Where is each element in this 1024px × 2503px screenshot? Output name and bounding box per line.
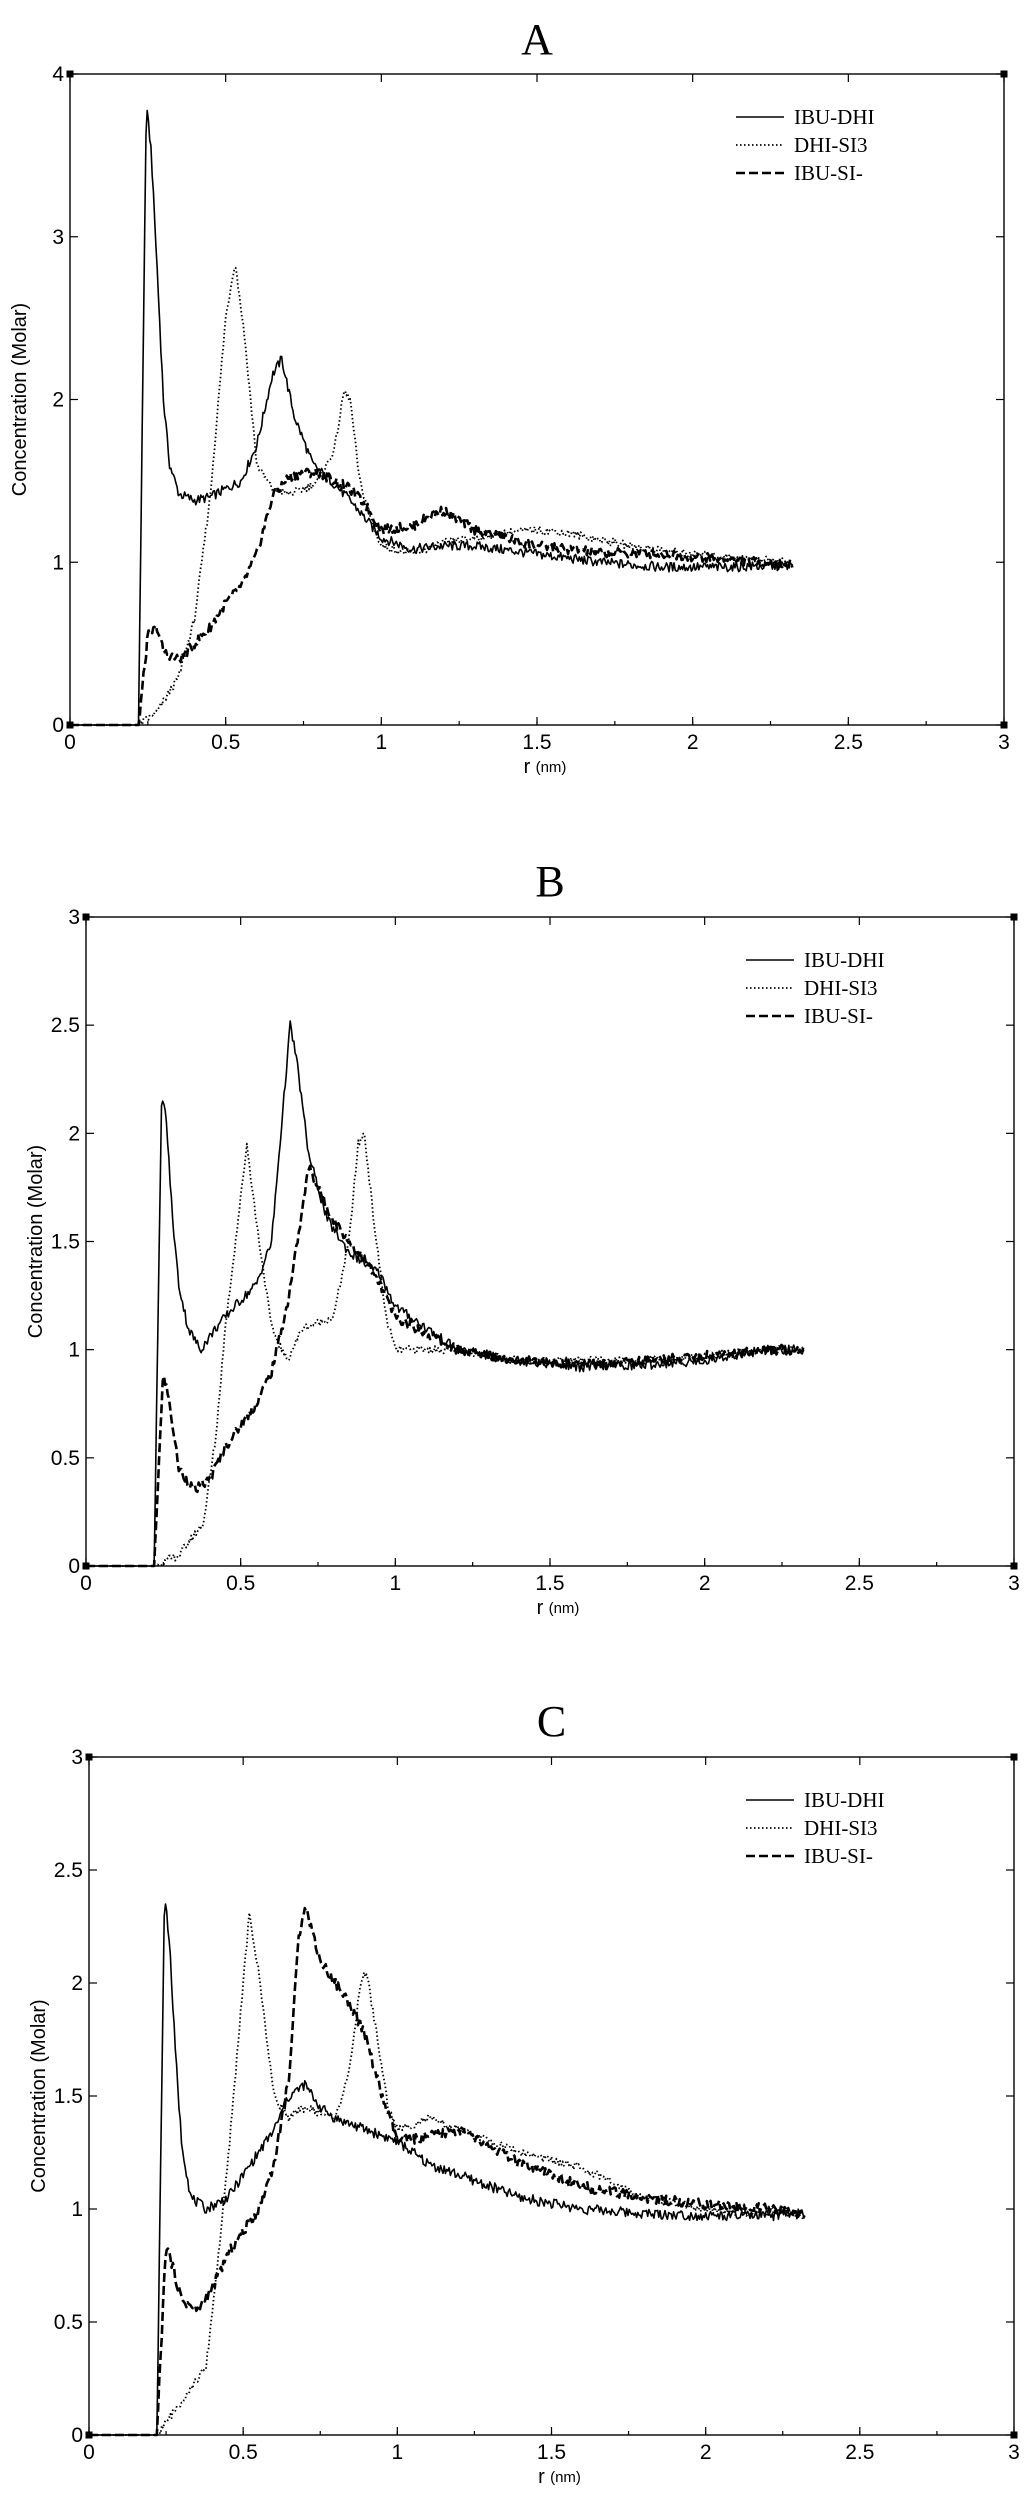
series-line-dhi-si3 bbox=[89, 1912, 806, 2436]
x-tick-label: 2.5 bbox=[845, 1572, 874, 1595]
y-tick-label: 2 bbox=[71, 1972, 83, 1995]
series-line-ibu-si bbox=[85, 1164, 805, 1568]
y-tick-label: 2.5 bbox=[54, 1859, 83, 1882]
y-tick-label: 1.5 bbox=[54, 2085, 83, 2108]
plot-frame bbox=[85, 916, 1015, 1567]
y-tick-label: 0.5 bbox=[54, 2311, 83, 2334]
y-tick-label: 1 bbox=[68, 1339, 80, 1362]
x-tick-label: 0.5 bbox=[226, 1572, 255, 1595]
series-line-ibu-dhi bbox=[70, 109, 793, 726]
x-tick-label: 1 bbox=[391, 2441, 403, 2464]
x-tick-label: 2 bbox=[700, 2441, 712, 2464]
chart-title: A bbox=[521, 15, 553, 64]
y-tick-label: 0 bbox=[71, 2424, 83, 2447]
y-tick-label: 1 bbox=[71, 2198, 83, 2221]
x-tick-label: 0 bbox=[80, 1572, 92, 1595]
y-axis-label: Concentration (Molar) bbox=[9, 303, 31, 496]
x-axis-unit: (nm) bbox=[550, 2469, 581, 2486]
x-tick-label: 3 bbox=[1008, 2441, 1020, 2464]
legend-label: DHI-SI3 bbox=[794, 133, 868, 157]
y-tick-label: 2 bbox=[68, 1122, 80, 1145]
legend-label: IBU-DHI bbox=[804, 1788, 884, 1812]
series-line-ibu-dhi bbox=[86, 1020, 805, 1567]
legend: IBU-DHI DHI-SI3 IBU-SI- bbox=[736, 105, 874, 185]
x-tick-label: 2.5 bbox=[845, 2441, 874, 2464]
chart-title: C bbox=[537, 1697, 566, 1746]
y-tick-label: 1 bbox=[52, 551, 64, 574]
x-tick-label: 3 bbox=[1008, 1572, 1020, 1595]
y-tick-label: 1.5 bbox=[51, 1231, 80, 1254]
chart-title: B bbox=[535, 857, 564, 906]
series-line-dhi-si3 bbox=[70, 266, 794, 726]
y-tick-label: 2.5 bbox=[51, 1014, 80, 1037]
x-tick-label: 2.5 bbox=[834, 731, 863, 754]
x-axis-label: r bbox=[538, 2466, 545, 2488]
x-tick-label: 0 bbox=[64, 731, 76, 754]
x-tick-label: 1.5 bbox=[537, 2441, 566, 2464]
plot-frame bbox=[88, 1756, 1015, 2436]
y-tick-label: 2 bbox=[52, 389, 64, 412]
y-tick-label: 0.5 bbox=[51, 1447, 80, 1470]
chart-panel-c: C 0 0.5 1 1.5 2 2.5 3 0 0.5 1 1.5 2 2.5 3 r (nm) Concentr… bbox=[28, 1697, 1020, 2488]
legend: IBU-DHI DHI-SI3 IBU-SI- bbox=[746, 1788, 884, 1868]
series-line-ibu-si bbox=[69, 467, 794, 727]
y-tick-label: 3 bbox=[52, 226, 64, 249]
legend-label: DHI-SI3 bbox=[804, 1816, 878, 1840]
x-tick-label: 2 bbox=[699, 1572, 711, 1595]
x-tick-label: 1.5 bbox=[535, 1572, 564, 1595]
y-tick-label: 4 bbox=[52, 63, 64, 86]
x-tick-label: 1 bbox=[389, 1572, 401, 1595]
y-axis-label: Concentration (Molar) bbox=[28, 1999, 50, 2192]
legend: IBU-DHI DHI-SI3 IBU-SI- bbox=[746, 948, 884, 1028]
x-axis-label: r bbox=[537, 1597, 544, 1619]
x-axis-unit: (nm) bbox=[549, 1600, 580, 1617]
series-line-ibu-si bbox=[88, 1906, 806, 2437]
legend-label: IBU-DHI bbox=[794, 105, 874, 129]
legend-label: IBU-SI- bbox=[804, 1844, 873, 1868]
x-tick-label: 1 bbox=[375, 731, 387, 754]
legend-label: IBU-DHI bbox=[804, 948, 884, 972]
y-tick-label: 0 bbox=[68, 1555, 80, 1578]
legend-label: IBU-SI- bbox=[804, 1004, 873, 1028]
legend-label: IBU-SI- bbox=[794, 161, 863, 185]
y-tick-label: 0 bbox=[52, 714, 64, 737]
series-line-dhi-si3 bbox=[86, 1132, 805, 1567]
x-tick-label: 0.5 bbox=[229, 2441, 258, 2464]
x-tick-label: 0 bbox=[83, 2441, 95, 2464]
series-line-ibu-dhi bbox=[89, 1903, 806, 2436]
x-axis-unit: (nm) bbox=[536, 759, 567, 776]
chart-panel-a: A 0 0.5 1 1.5 2 2.5 3 0 1 2 3 4 r (nm) Concentration (M… bbox=[9, 15, 1010, 778]
x-tick-label: 3 bbox=[998, 731, 1010, 754]
x-axis-label: r bbox=[524, 756, 531, 778]
chart-panel-b: B 0 0.5 1 1.5 2 2.5 3 0 0.5 1 1.5 2 2.5 3 r (nm) Concentr… bbox=[25, 857, 1020, 1619]
x-tick-label: 2 bbox=[687, 731, 699, 754]
y-tick-label: 3 bbox=[71, 1746, 83, 1769]
y-axis-label: Concentration (Molar) bbox=[25, 1145, 47, 1338]
legend-label: DHI-SI3 bbox=[804, 976, 878, 1000]
y-tick-label: 3 bbox=[68, 906, 80, 929]
x-tick-label: 0.5 bbox=[211, 731, 240, 754]
x-tick-label: 1.5 bbox=[522, 731, 551, 754]
